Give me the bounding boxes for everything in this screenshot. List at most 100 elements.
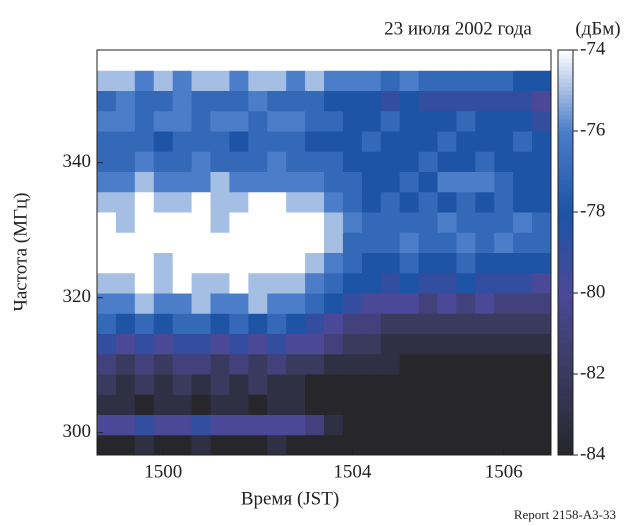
colorbar-segment xyxy=(558,394,573,399)
heatmap-cell xyxy=(172,374,193,395)
heatmap-cell xyxy=(172,212,193,233)
heatmap-cell xyxy=(380,232,401,253)
heatmap-cell xyxy=(248,434,268,456)
heatmap-cell xyxy=(191,171,211,193)
x-tick-label: 1504 xyxy=(333,461,372,482)
heatmap-cell xyxy=(248,110,268,132)
heatmap-cell xyxy=(267,151,287,172)
heatmap-cell xyxy=(97,333,117,355)
heatmap-cell xyxy=(513,414,533,436)
colorbar-segment xyxy=(558,228,573,233)
heatmap-cell xyxy=(437,414,457,436)
heatmap-cell xyxy=(134,414,155,436)
x-tick-label: 1506 xyxy=(485,461,523,482)
colorbar-segment xyxy=(558,195,573,201)
heatmap-cell xyxy=(456,131,476,152)
heatmap-cell xyxy=(134,272,155,294)
colorbar-segment xyxy=(558,143,573,148)
heatmap-cell xyxy=(191,333,211,355)
heatmap-cell xyxy=(456,110,476,132)
heatmap-cell xyxy=(172,70,193,91)
heatmap-cell xyxy=(134,110,155,132)
heatmap-cell xyxy=(494,272,514,294)
x-axis-label: Время (JST) xyxy=(241,488,339,509)
colorbar-segment xyxy=(558,418,573,424)
heatmap-cell xyxy=(380,313,401,334)
heatmap-cell xyxy=(286,232,306,253)
heatmap-cell xyxy=(267,374,287,395)
colorbar-frame xyxy=(557,49,574,456)
heatmap-cell xyxy=(210,434,230,456)
heatmap-cell xyxy=(456,313,476,334)
heatmap-cell xyxy=(456,232,476,253)
heatmap-cell xyxy=(172,394,193,415)
heatmap-cell xyxy=(475,90,495,112)
heatmap-cell xyxy=(134,374,155,395)
heatmap-cell xyxy=(248,374,268,395)
colorbar-segment xyxy=(558,199,573,205)
colorbar-segment xyxy=(558,54,573,59)
colorbar-segment xyxy=(558,450,573,456)
heatmap-cell xyxy=(513,252,533,274)
heatmap-cell xyxy=(513,333,533,355)
heatmap-cell xyxy=(305,232,325,253)
heatmap-cell xyxy=(97,70,117,91)
colorbar-segment xyxy=(558,280,573,286)
heatmap-cell xyxy=(418,414,438,436)
heatmap-cell xyxy=(172,50,193,71)
heatmap-cell xyxy=(248,151,268,172)
heatmap-cell xyxy=(172,90,193,112)
heatmap-cell xyxy=(437,434,457,456)
heatmap-cell xyxy=(361,151,382,172)
colorbar-segment xyxy=(558,110,573,116)
colorbar-segment xyxy=(558,313,573,318)
colorbar-segment xyxy=(558,288,573,294)
heatmap-cell xyxy=(115,171,136,193)
heatmap-cell xyxy=(153,232,174,253)
heatmap-cell xyxy=(267,90,287,112)
heatmap-cell xyxy=(342,353,363,375)
heatmap-cell xyxy=(475,394,495,415)
heatmap-cell xyxy=(380,353,401,375)
colorbar-segment xyxy=(558,434,573,440)
heatmap-cell xyxy=(172,414,193,436)
colorbar-segment xyxy=(558,183,573,189)
heatmap-cell xyxy=(532,191,552,213)
heatmap-cell xyxy=(361,293,382,314)
heatmap-cell xyxy=(115,434,136,456)
heatmap-cell xyxy=(248,272,268,294)
heatmap-cell xyxy=(115,333,136,355)
heatmap-cell xyxy=(324,90,344,112)
heatmap-cell xyxy=(437,394,457,415)
colorbar-segment xyxy=(558,410,573,415)
heatmap-cell xyxy=(172,293,193,314)
heatmap-cell xyxy=(532,151,552,172)
heatmap-cell xyxy=(229,131,249,152)
heatmap-cell xyxy=(494,313,514,334)
heatmap-cell xyxy=(267,171,287,193)
colorbar-segment xyxy=(558,426,573,432)
heatmap-cell xyxy=(494,90,514,112)
y-tick-label: 340 xyxy=(63,151,92,172)
heatmap-cell xyxy=(513,131,533,152)
heatmap-cell xyxy=(418,70,438,91)
heatmap-cell xyxy=(305,151,325,172)
heatmap-cell xyxy=(191,70,211,91)
colorbar-segment xyxy=(558,442,573,448)
heatmap-cell xyxy=(191,50,211,71)
heatmap-cell xyxy=(153,131,174,152)
heatmap-cell xyxy=(97,434,117,456)
heatmap-cell xyxy=(418,212,438,233)
heatmap-cell xyxy=(134,70,155,91)
colorbar-segment xyxy=(558,260,573,266)
heatmap-cell xyxy=(456,171,476,193)
heatmap-cell xyxy=(456,434,476,456)
heatmap-cell xyxy=(267,232,287,253)
heatmap-cell xyxy=(361,333,382,355)
heatmap-cell xyxy=(248,70,268,91)
heatmap-cell xyxy=(418,232,438,253)
heatmap-cell xyxy=(342,293,363,314)
heatmap-cell xyxy=(97,212,117,233)
heatmap-cell xyxy=(248,191,268,213)
heatmap-cell xyxy=(380,272,401,294)
